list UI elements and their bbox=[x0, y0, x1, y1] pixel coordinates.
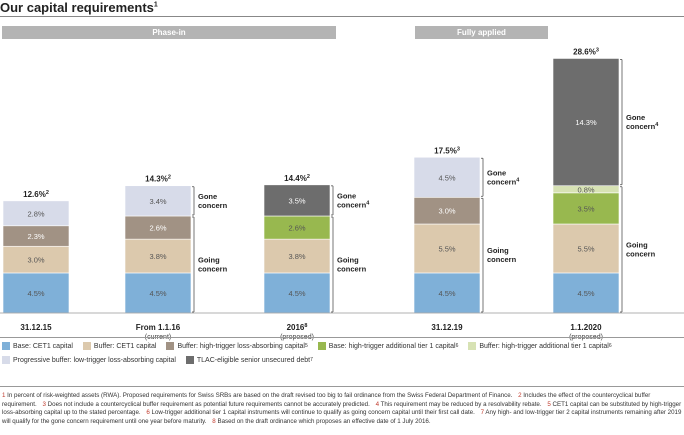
bar-total-label: 14.3%2 bbox=[145, 175, 171, 184]
segment-value-label: 3.0% bbox=[438, 207, 455, 216]
segment-value-label: 3.5% bbox=[288, 196, 305, 205]
bar-segment bbox=[413, 197, 481, 225]
legend-label: Base: high-trigger additional tier 1 cap… bbox=[328, 342, 456, 350]
footnote: 4 This requirement may be reduced by a r… bbox=[375, 400, 542, 408]
footnotes: 1 In percent of risk-weighted assets (RW… bbox=[2, 392, 682, 426]
segment-value-label: 5.5% bbox=[438, 244, 455, 253]
segment-value-label: 2.8% bbox=[27, 209, 44, 218]
footnote: 5 CET1 capital can be substituted by hig… bbox=[2, 400, 682, 417]
bracket-label: Going bbox=[626, 240, 648, 249]
bracket-label: Gone bbox=[487, 168, 506, 177]
bar-segment bbox=[413, 272, 481, 314]
legend-item: TLAC-eligible senior unsecured debt 7 bbox=[185, 356, 313, 364]
bar-segment bbox=[2, 245, 70, 274]
bracket-label: Going bbox=[198, 255, 220, 264]
category-label: 31.12.15 bbox=[20, 323, 52, 332]
bracket-label: Going bbox=[487, 246, 509, 255]
legend-item: Buffer: CET1 capital bbox=[82, 342, 157, 350]
bracket-label: concern bbox=[337, 264, 367, 273]
segment-value-label: 2.3% bbox=[27, 232, 44, 241]
segment-value-label: 4.5% bbox=[438, 173, 455, 182]
footnote: 6 Low-trigger additional tier 1 capital … bbox=[146, 409, 475, 417]
phase-in-header: Phase-in bbox=[2, 26, 336, 39]
legend-row: Progressive buffer: low-trigger loss-abs… bbox=[2, 354, 682, 366]
page-title: Our capital requirements1 bbox=[0, 0, 158, 15]
bracket-label: concern4 bbox=[487, 177, 520, 186]
legend-swatch bbox=[2, 342, 10, 350]
bracket-label: Gone bbox=[626, 113, 645, 122]
segment-value-label: 0.8% bbox=[577, 185, 594, 194]
legend-item: Progressive buffer: low-trigger loss-abs… bbox=[2, 356, 176, 364]
legend-label: Buffer: CET1 capital bbox=[93, 342, 157, 350]
bar-segment bbox=[552, 192, 620, 225]
segment-value-label: 4.5% bbox=[27, 289, 44, 298]
bar-segment bbox=[124, 185, 192, 217]
legend-item: Buffer: high-trigger loss-absorbing capi… bbox=[166, 342, 308, 350]
legend-item: Buffer: high-trigger additional tier 1 c… bbox=[468, 342, 612, 350]
legend-swatch bbox=[468, 342, 477, 350]
category-label: 20168 bbox=[287, 323, 308, 332]
bar-segment bbox=[552, 223, 620, 274]
capital-requirements-chart: 4.5% 3.0% 2.3% 2.8% 12.6%2 31.12.15 4.5% 3.8% 2.… bbox=[0, 47, 684, 341]
legend-top-rule bbox=[0, 337, 684, 338]
bracket-label: concern bbox=[626, 249, 656, 258]
legend-item: Base: high-trigger additional tier 1 cap… bbox=[317, 342, 458, 350]
bar-segment bbox=[413, 223, 481, 274]
segment-value-label: 5.5% bbox=[577, 244, 594, 253]
bracket-label: concern bbox=[198, 201, 228, 210]
legend-row: Base: CET1 capital Buffer: CET1 capital Bu… bbox=[2, 340, 682, 352]
bar-segment bbox=[552, 58, 620, 187]
bar-total-label: 14.4%2 bbox=[284, 174, 310, 183]
legend-swatch bbox=[185, 356, 194, 364]
bar-total-label: 28.6%3 bbox=[573, 47, 599, 56]
bar-segment bbox=[263, 272, 331, 314]
bracket-label: Gone bbox=[198, 192, 217, 201]
segment-value-label: 4.5% bbox=[288, 289, 305, 298]
segment-value-label: 2.6% bbox=[149, 224, 166, 233]
segment-value-label: 4.5% bbox=[577, 289, 594, 298]
footnote: 8 Based on the draft ordinance which pro… bbox=[212, 417, 431, 425]
bar-segment bbox=[552, 272, 620, 314]
segment-value-label: 2.6% bbox=[288, 224, 305, 233]
legend-swatch bbox=[82, 342, 91, 350]
segment-value-label: 3.8% bbox=[149, 252, 166, 261]
legend-label: Base: CET1 capital bbox=[13, 342, 73, 350]
category-label: 1.1.2020 bbox=[570, 323, 602, 332]
bracket-label: Going bbox=[337, 255, 359, 264]
segment-value-label: 14.3% bbox=[575, 118, 597, 127]
category-label: 31.12.19 bbox=[431, 323, 463, 332]
footnote-rule bbox=[0, 386, 684, 387]
title-rule bbox=[0, 16, 684, 17]
footnote: 2 Includes the effect of the countercycl… bbox=[2, 392, 651, 408]
bar-segment bbox=[2, 200, 70, 227]
legend-label: TLAC-eligible senior unsecured debt bbox=[196, 356, 311, 364]
bracket-label: Gone bbox=[337, 191, 356, 200]
bar-segment bbox=[263, 184, 331, 217]
legend-label: Progressive buffer: low-trigger loss-abs… bbox=[13, 356, 176, 364]
legend-swatch bbox=[317, 342, 326, 350]
fully-applied-header: Fully applied bbox=[415, 26, 548, 39]
bar-segment bbox=[413, 156, 481, 198]
bar-total-label: 17.5%3 bbox=[434, 146, 460, 155]
legend-swatch bbox=[166, 342, 175, 350]
legend-label: Buffer: high-trigger additional tier 1 c… bbox=[479, 342, 609, 350]
segment-value-label: 3.0% bbox=[27, 256, 44, 265]
bar-total-label: 12.6%2 bbox=[23, 190, 49, 199]
legend-label: Buffer: high-trigger loss-absorbing capi… bbox=[177, 342, 305, 350]
legend-item: Base: CET1 capital bbox=[2, 342, 73, 350]
bracket-label: concern4 bbox=[626, 122, 659, 131]
segment-value-label: 4.5% bbox=[438, 289, 455, 298]
footnote: 3 Does not include a countercyclical buf… bbox=[42, 400, 370, 408]
segment-value-label: 3.4% bbox=[149, 197, 166, 206]
footnote: 1 In percent of risk-weighted assets (RW… bbox=[2, 392, 513, 399]
category-label: From 1.1.16 bbox=[136, 323, 181, 332]
segment-value-label: 3.8% bbox=[288, 252, 305, 261]
segment-value-label: 4.5% bbox=[149, 289, 166, 298]
legend-swatch bbox=[2, 356, 10, 364]
footnote: 7 Any high- and low-trigger tier 2 capit… bbox=[2, 409, 682, 425]
bracket-label: concern bbox=[487, 255, 517, 264]
bracket-label: concern bbox=[198, 264, 228, 273]
bracket-label: concern4 bbox=[337, 200, 370, 209]
segment-value-label: 3.5% bbox=[577, 204, 594, 213]
